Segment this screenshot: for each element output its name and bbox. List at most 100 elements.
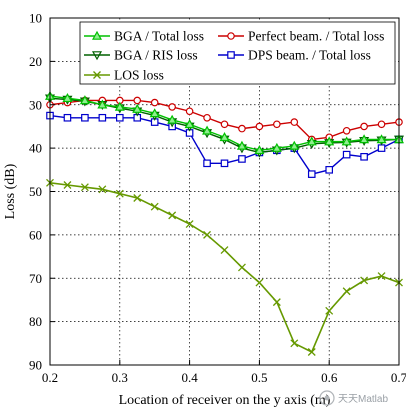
data-point xyxy=(325,306,334,315)
x-tick-label: 0.2 xyxy=(42,370,58,385)
data-point xyxy=(98,185,107,194)
y-tick-label: 50 xyxy=(29,184,42,199)
data-point xyxy=(359,134,370,144)
data-point xyxy=(220,246,229,255)
y-tick-label: 40 xyxy=(29,141,42,156)
series-perfect-beam-total-loss xyxy=(46,96,403,144)
legend-box xyxy=(79,21,396,85)
legend-label: DPS beam. / Total loss xyxy=(248,48,371,63)
data-point xyxy=(289,140,300,150)
data-point xyxy=(167,114,178,124)
x-tick-label: 0.5 xyxy=(251,370,267,385)
data-point xyxy=(376,134,387,144)
legend-label: BGA / RIS loss xyxy=(114,48,198,63)
data-point xyxy=(220,159,229,168)
series-lines xyxy=(44,90,405,356)
data-point xyxy=(273,120,281,129)
legend-entry: BGA / Total loss xyxy=(84,29,204,44)
data-point xyxy=(325,166,334,174)
data-point xyxy=(272,298,281,307)
data-point xyxy=(133,194,142,202)
data-point xyxy=(203,230,212,239)
data-point xyxy=(184,119,195,129)
data-point xyxy=(80,183,89,192)
y-tick-label: 60 xyxy=(29,227,42,242)
legend-label: Perfect beam. / Total loss xyxy=(248,29,384,44)
data-point xyxy=(203,113,211,122)
x-tick-label: 0.4 xyxy=(181,370,198,385)
data-point xyxy=(185,107,194,116)
legend-entry: Perfect beam. / Total loss xyxy=(218,29,384,44)
y-tick-label: 90 xyxy=(29,358,42,373)
data-point xyxy=(98,113,107,122)
axis-ticks: 0.2 0.3 0.4 0.5 0.6 0.7 10 20 30 40 50 60 70 80 90 xyxy=(29,11,406,386)
y-tick-label: 10 xyxy=(29,11,42,26)
data-point xyxy=(290,339,299,348)
x-tick-label: 0.6 xyxy=(321,370,338,385)
data-point xyxy=(238,155,246,163)
data-point xyxy=(254,145,265,155)
watermark-text: 天天Matlab xyxy=(338,394,388,405)
data-point xyxy=(255,122,264,131)
data-point xyxy=(63,113,72,122)
series-bga-total-loss xyxy=(44,90,405,155)
data-point xyxy=(324,136,335,146)
data-point xyxy=(255,278,264,287)
data-point xyxy=(203,159,211,168)
data-point xyxy=(168,103,176,111)
legend-label: LOS loss xyxy=(114,68,164,83)
data-point xyxy=(63,181,72,189)
data-point xyxy=(290,118,299,126)
y-axis-label: Loss (dB) xyxy=(3,163,18,219)
data-point xyxy=(306,136,317,146)
data-point xyxy=(79,95,90,105)
legend-marker xyxy=(227,32,235,40)
data-point xyxy=(307,170,316,178)
legend-label: BGA / Total loss xyxy=(114,29,204,44)
series-los-loss xyxy=(46,178,403,356)
data-point xyxy=(62,93,73,103)
data-point xyxy=(271,142,282,152)
data-point xyxy=(360,276,369,285)
y-tick-label: 70 xyxy=(29,271,42,286)
legend-entry: LOS loss xyxy=(84,68,164,83)
data-point xyxy=(377,272,386,281)
data-point xyxy=(342,287,351,296)
data-point xyxy=(97,99,108,109)
data-point xyxy=(307,348,316,356)
legend-marker xyxy=(227,51,235,59)
data-point xyxy=(377,120,386,129)
legend-entry: BGA / RIS loss xyxy=(84,48,198,63)
y-tick-label: 20 xyxy=(29,54,42,69)
watermark: 天天Matlab xyxy=(319,390,388,406)
data-point xyxy=(236,140,247,150)
data-point xyxy=(219,132,230,142)
legend-marker xyxy=(91,51,103,61)
data-point xyxy=(360,122,368,131)
legend: BGA / Total loss Perfect beam. / Total lo… xyxy=(79,21,396,85)
data-point xyxy=(220,120,229,129)
data-point xyxy=(377,144,386,152)
data-point xyxy=(81,113,89,122)
data-point xyxy=(149,108,160,118)
data-point xyxy=(150,98,159,107)
data-point xyxy=(202,125,213,135)
data-point xyxy=(150,202,159,211)
data-point xyxy=(342,150,351,159)
data-point xyxy=(168,211,177,220)
legend-entry: DPS beam. / Total loss xyxy=(218,48,371,63)
data-point xyxy=(238,124,246,133)
series-dps-beam-total-loss xyxy=(46,111,403,178)
x-tick-label: 0.7 xyxy=(391,370,406,385)
data-point xyxy=(115,113,124,122)
data-point xyxy=(360,153,368,161)
data-point xyxy=(114,101,125,111)
x-axis-label: Location of receiver on the y axis (m) xyxy=(119,393,331,408)
data-point xyxy=(237,263,246,272)
data-point xyxy=(115,189,124,198)
data-point xyxy=(133,96,142,105)
y-tick-label: 30 xyxy=(29,97,42,112)
x-tick-label: 0.3 xyxy=(112,370,128,385)
y-tick-label: 80 xyxy=(29,314,42,329)
